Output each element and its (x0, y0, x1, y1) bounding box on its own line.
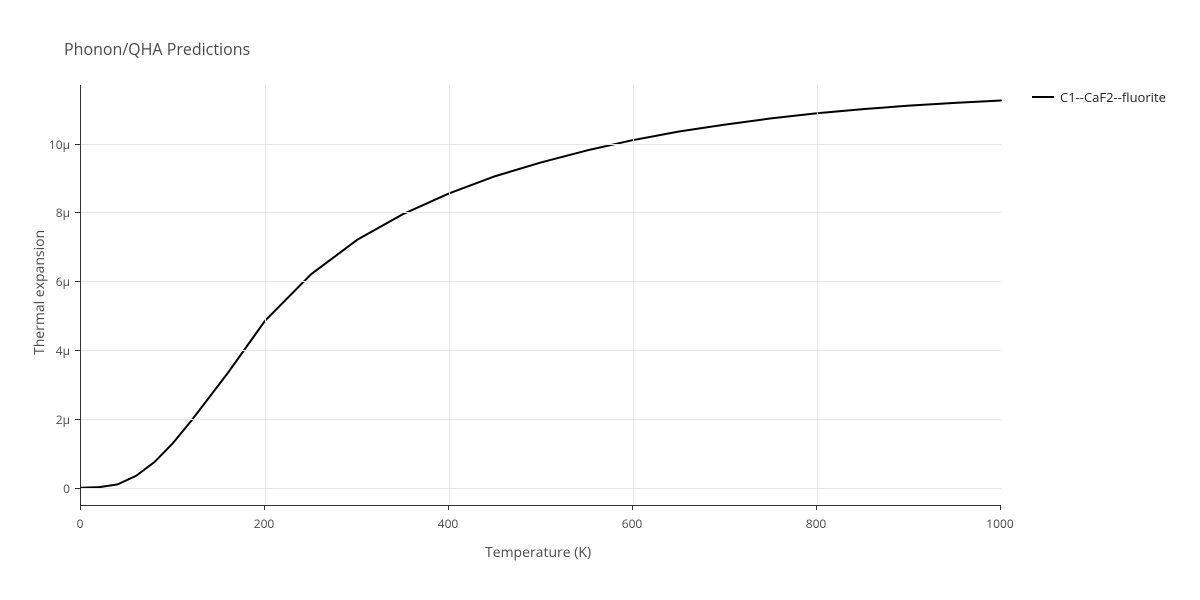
gridline-h (81, 350, 1001, 351)
y-tick-mark (75, 488, 80, 489)
y-tick-label: 10μ (34, 136, 70, 153)
x-tick-mark (1000, 505, 1001, 510)
y-tick-mark (75, 281, 80, 282)
legend: C1--CaF2--fluorite (1032, 88, 1166, 106)
y-tick-mark (75, 144, 80, 145)
x-tick-mark (632, 505, 633, 510)
gridline-v (633, 85, 634, 505)
x-tick-label: 600 (612, 515, 652, 532)
gridline-h (81, 488, 1001, 489)
gridline-h (81, 144, 1001, 145)
gridline-h (81, 281, 1001, 282)
x-tick-label: 0 (60, 515, 100, 532)
plot-svg (81, 85, 1001, 505)
legend-label: C1--CaF2--fluorite (1060, 88, 1166, 106)
x-tick-mark (816, 505, 817, 510)
legend-swatch (1032, 96, 1054, 98)
y-tick-mark (75, 212, 80, 213)
y-tick-mark (75, 350, 80, 351)
y-tick-label: 2μ (34, 411, 70, 428)
x-tick-label: 1000 (980, 515, 1020, 532)
series-line (81, 100, 1001, 487)
chart-container: Phonon/QHA Predictions Thermal expansion… (0, 0, 1200, 600)
x-tick-mark (448, 505, 449, 510)
x-tick-label: 800 (796, 515, 836, 532)
y-tick-label: 0 (34, 480, 70, 497)
x-tick-mark (80, 505, 81, 510)
x-tick-mark (264, 505, 265, 510)
x-axis-label: Temperature (K) (485, 543, 591, 562)
gridline-v (817, 85, 818, 505)
gridline-h (81, 212, 1001, 213)
y-tick-label: 4μ (34, 342, 70, 359)
y-tick-mark (75, 419, 80, 420)
y-axis-label: Thermal expansion (30, 230, 49, 355)
x-tick-label: 200 (244, 515, 284, 532)
gridline-v (265, 85, 266, 505)
plot-area (80, 85, 1001, 506)
chart-title: Phonon/QHA Predictions (64, 38, 250, 60)
gridline-v (449, 85, 450, 505)
y-tick-label: 8μ (34, 204, 70, 221)
gridline-h (81, 419, 1001, 420)
x-tick-label: 400 (428, 515, 468, 532)
y-tick-label: 6μ (34, 273, 70, 290)
